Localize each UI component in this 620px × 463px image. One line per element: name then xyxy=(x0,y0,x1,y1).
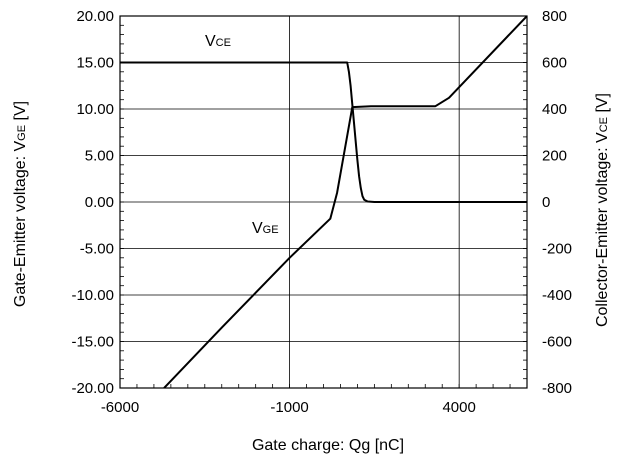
y-right-tick-label: -600 xyxy=(542,334,572,351)
y-right-tick-label: -400 xyxy=(542,287,572,304)
x-axis-title: Gate charge: Qg [nC] xyxy=(252,437,404,454)
y-left-tick-label: 5.00 xyxy=(85,148,114,165)
y-left-tick-label: 15.00 xyxy=(76,55,114,72)
y-axis-right-title: Collector-Emitter voltage: VCE [V] xyxy=(594,93,611,327)
y-right-tick-label: 400 xyxy=(542,101,567,118)
series-group xyxy=(120,16,527,388)
y-left-tick-label: 20.00 xyxy=(76,8,114,25)
y-right-tick-label: 0 xyxy=(542,194,550,211)
y-axis-left-title: Gate-Emitter voltage: VGE [V] xyxy=(12,101,29,307)
y-right-tick-label: 800 xyxy=(542,8,567,25)
y-left-tick-label: 10.00 xyxy=(76,101,114,118)
y-left-tick-label: -10.00 xyxy=(71,287,114,304)
y-right-tick-label: 600 xyxy=(542,55,567,72)
annotation-vce: VCE xyxy=(205,33,231,50)
series-line-vce xyxy=(120,61,527,203)
y-right-tick-label: 200 xyxy=(542,148,567,165)
tick-labels: 20.00 15.00 10.00 5.00 0.00 -5.00 -10.00 -15.00… xyxy=(71,8,572,416)
y-right-tick-label: -200 xyxy=(542,241,572,258)
annotation-vge: VGE xyxy=(252,220,279,237)
y-left-tick-label: -15.00 xyxy=(71,334,114,351)
y-left-tick-label: -20.00 xyxy=(71,380,114,397)
plot-frame xyxy=(119,15,528,389)
y-left-tick-label: -5.00 xyxy=(80,241,114,258)
y-right-tick-label: -800 xyxy=(542,380,572,397)
x-tick-label: -1000 xyxy=(270,399,308,416)
y-left-tick-label: 0.00 xyxy=(85,194,114,211)
x-tick-label: 4000 xyxy=(442,399,475,416)
series-line-vge xyxy=(163,16,527,388)
x-tick-label: -6000 xyxy=(101,399,139,416)
